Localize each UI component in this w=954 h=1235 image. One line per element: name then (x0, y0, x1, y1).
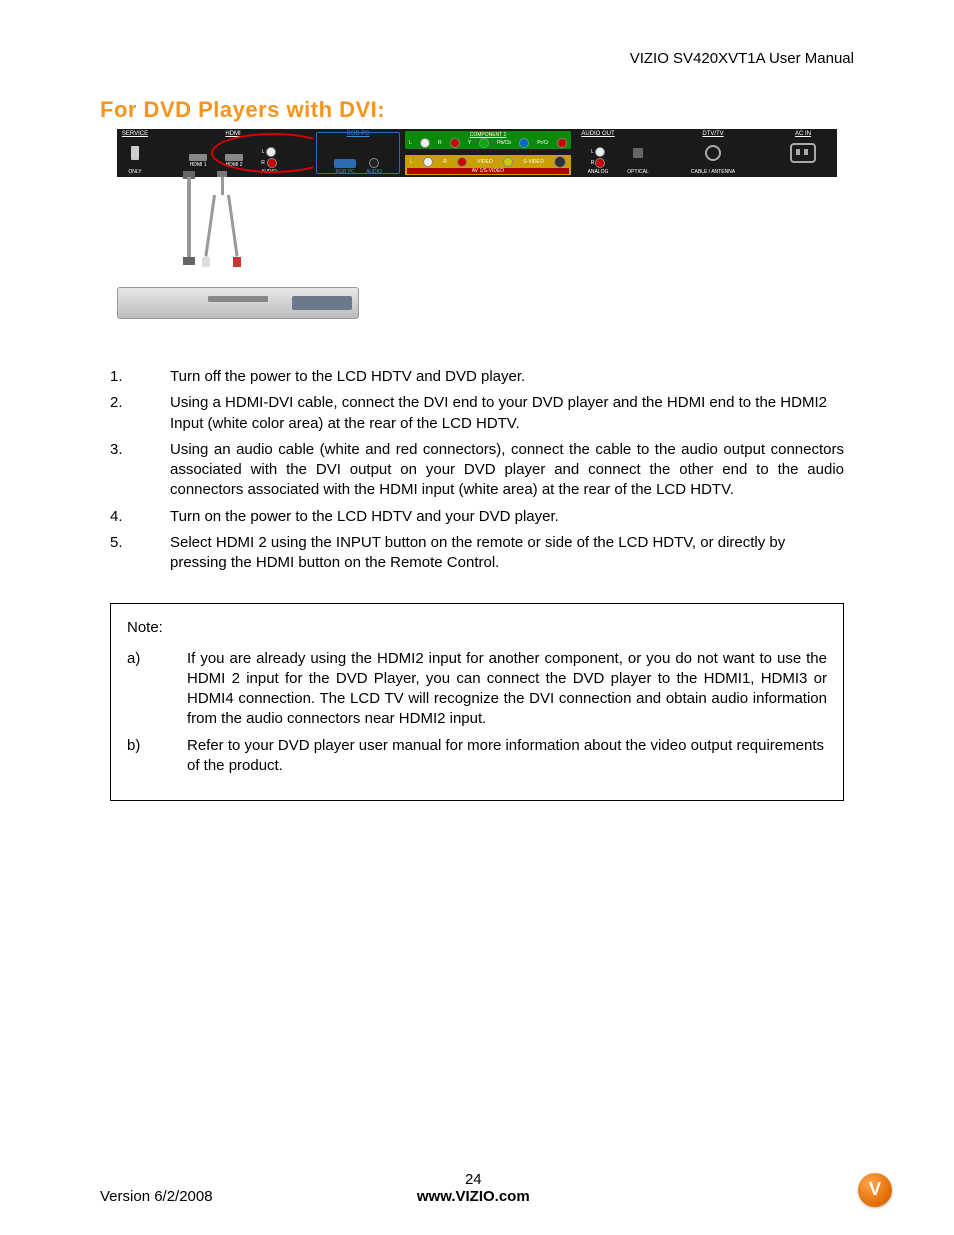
dvd-panel-icon (292, 296, 352, 310)
step-item: 4. Turn on the power to the LCD HDTV and… (110, 507, 844, 527)
audio-cable-right-icon (227, 195, 239, 257)
footer-page-number: 24 (213, 1171, 734, 1188)
ao-jack-icon (595, 147, 605, 157)
comp-jack-icon (479, 138, 489, 148)
av-svideo: S-VIDEO (523, 159, 544, 165)
av-r: R (443, 159, 447, 165)
av-jack-icon (503, 157, 513, 167)
page: VIZIO SV420XVT1A User Manual For DVD Pla… (0, 0, 954, 1235)
panel-component: COMPONENT 1 L R Y Pb/Cb Pr/Cr L R VIDEO … (403, 129, 573, 177)
step-number: 4. (110, 507, 170, 527)
step-item: 2. Using a HDMI-DVI cable, connect the D… (110, 393, 844, 434)
note-text: Refer to your DVD player user manual for… (187, 736, 827, 777)
step-number: 3. (110, 440, 170, 501)
panel-acin: AC IN . (773, 129, 833, 177)
note-letter: b) (127, 736, 187, 777)
hdmi-cable-icon (187, 177, 191, 257)
comp-jack-icon (557, 138, 567, 148)
vizio-logo-icon (858, 1173, 894, 1209)
label-acin: AC IN (795, 131, 811, 137)
cables-area (117, 177, 837, 337)
ao-r: R (591, 160, 595, 166)
connection-diagram: SERVICE ONLY HDMI HDMI 1 HDMI 2 (117, 129, 837, 337)
note-letter: a) (127, 649, 187, 730)
dvd-tray-icon (208, 296, 268, 302)
comp-r: R (438, 140, 442, 146)
tv-rear-panel: SERVICE ONLY HDMI HDMI 1 HDMI 2 (117, 129, 837, 177)
page-footer: Version 6/2/2008 24 www.VIZIO.com (100, 1171, 854, 1205)
comp-l: L (409, 140, 412, 146)
label-optical: OPTICAL (627, 169, 648, 175)
dvi-plug-icon (183, 257, 195, 265)
footer-url: www.VIZIO.com (213, 1188, 734, 1205)
step-item: 5. Select HDMI 2 using the INPUT button … (110, 533, 844, 574)
note-item: a) If you are already using the HDMI2 in… (127, 649, 827, 730)
panel-service: SERVICE ONLY (117, 129, 153, 177)
usb-port-icon (131, 146, 139, 160)
steps-list: 1. Turn off the power to the LCD HDTV an… (110, 367, 844, 573)
panel-dtv: DTV/TV CABLE / ANTENNA (653, 129, 773, 177)
comp-y: Y (468, 140, 471, 146)
label-rgb-audio: AUDIO (366, 169, 382, 175)
av-video: VIDEO (477, 159, 493, 165)
label-rgb-bot: RGB PC (335, 169, 354, 175)
step-text: Turn off the power to the LCD HDTV and D… (170, 367, 844, 387)
av-l: L (410, 159, 413, 165)
note-text: If you are already using the HDMI2 input… (187, 649, 827, 730)
step-number: 1. (110, 367, 170, 387)
label-cable-antenna: CABLE / ANTENNA (691, 169, 735, 175)
optical-port-icon (633, 148, 643, 158)
header-manual-title: VIZIO SV420XVT1A User Manual (100, 50, 854, 67)
dvd-player-icon (117, 287, 359, 319)
footer-version: Version 6/2/2008 (100, 1188, 213, 1205)
step-number: 5. (110, 533, 170, 574)
step-item: 1. Turn off the power to the LCD HDTV an… (110, 367, 844, 387)
label-service: SERVICE (122, 131, 148, 137)
rca-red-plug-icon (233, 257, 241, 267)
label-dtv: DTV/TV (702, 131, 723, 137)
label-only: ONLY (128, 169, 141, 175)
step-number: 2. (110, 393, 170, 434)
rca-white-plug-icon (202, 257, 210, 267)
comp-pr: Pr/Cr (537, 140, 549, 146)
panel-audio-out: AUDIO OUT L R ANALOG (573, 129, 623, 177)
note-title: Note: (127, 618, 827, 638)
comp-jack-icon (450, 138, 460, 148)
step-text: Using a HDMI-DVI cable, connect the DVI … (170, 393, 844, 434)
ac-port-icon (790, 143, 816, 163)
step-item: 3. Using an audio cable (white and red c… (110, 440, 844, 501)
label-hdmi1: HDMI 1 (190, 162, 207, 168)
label-analog: ANALOG (588, 169, 609, 175)
av-jack-icon (457, 157, 467, 167)
panel-rgb: RGB PC RGB PC AUDIO (313, 129, 403, 177)
section-title: For DVD Players with DVI: (100, 97, 854, 123)
comp-jack-icon (420, 138, 430, 148)
rgb-audio-jack-icon (369, 158, 379, 168)
comp-jack-icon (519, 138, 529, 148)
audio-cable-icon (221, 177, 224, 195)
audio-cable-left-icon (204, 195, 216, 257)
step-text: Using an audio cable (white and red conn… (170, 440, 844, 501)
panel-hdmi: HDMI HDMI 1 HDMI 2 L (153, 129, 313, 177)
coax-port-icon (705, 145, 721, 161)
label-audioout: AUDIO OUT (581, 131, 614, 137)
step-text: Select HDMI 2 using the INPUT button on … (170, 533, 844, 574)
ao-jack-icon (595, 158, 605, 168)
ao-l: L (591, 149, 594, 155)
note-box: Note: a) If you are already using the HD… (110, 603, 844, 801)
panel-optical: . OPTICAL (623, 129, 653, 177)
svideo-jack-icon (554, 156, 566, 168)
label-av1: AV 1/S-VIDEO (407, 168, 569, 174)
av-jack-icon (423, 157, 433, 167)
hdmi1-port-icon (189, 154, 207, 161)
step-text: Turn on the power to the LCD HDTV and yo… (170, 507, 844, 527)
vga-port-icon (334, 159, 356, 168)
comp-pb: Pb/Cb (497, 140, 511, 146)
note-item: b) Refer to your DVD player user manual … (127, 736, 827, 777)
